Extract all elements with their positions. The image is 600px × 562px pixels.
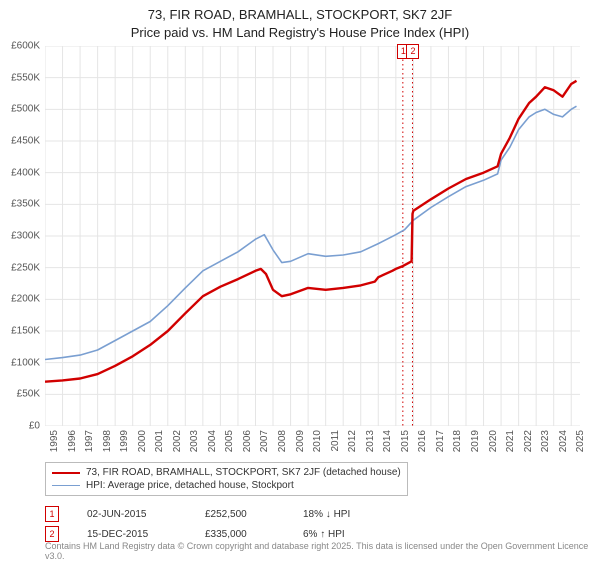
legend-swatch — [52, 472, 80, 474]
sale-badge: 1 — [45, 506, 59, 522]
x-tick-label: 2007 — [259, 430, 270, 452]
sale-price: £252,500 — [205, 509, 275, 520]
x-tick-label: 1996 — [67, 430, 78, 452]
sale-date: 15-DEC-2015 — [87, 529, 177, 540]
sales-table: 1 02-JUN-2015 £252,500 18% ↓ HPI 2 15-DEC-201… — [45, 504, 350, 544]
x-tick-label: 2001 — [154, 430, 165, 452]
title-line2: Price paid vs. HM Land Registry's House … — [0, 24, 600, 42]
sale-date: 02-JUN-2015 — [87, 509, 177, 520]
sale-row: 1 02-JUN-2015 £252,500 18% ↓ HPI — [45, 504, 350, 524]
x-tick-label: 2008 — [277, 430, 288, 452]
x-tick-label: 2003 — [189, 430, 200, 452]
x-tick-label: 2010 — [312, 430, 323, 452]
y-tick-label: £350K — [11, 199, 40, 210]
y-tick-label: £600K — [11, 41, 40, 52]
x-tick-label: 1999 — [119, 430, 130, 452]
x-tick-label: 2002 — [172, 430, 183, 452]
sale-price: £335,000 — [205, 529, 275, 540]
sale-diff: 18% ↓ HPI — [303, 509, 350, 520]
x-tick-label: 2021 — [505, 430, 516, 452]
y-tick-label: £150K — [11, 326, 40, 337]
footer-attribution: Contains HM Land Registry data © Crown c… — [45, 542, 600, 562]
x-tick-label: 2019 — [470, 430, 481, 452]
legend-swatch — [52, 485, 80, 486]
x-tick-label: 2018 — [452, 430, 463, 452]
x-tick-label: 2000 — [137, 430, 148, 452]
legend-label: 73, FIR ROAD, BRAMHALL, STOCKPORT, SK7 2… — [86, 467, 401, 478]
x-tick-label: 2009 — [295, 430, 306, 452]
sale-badge: 2 — [45, 526, 59, 542]
legend: 73, FIR ROAD, BRAMHALL, STOCKPORT, SK7 2… — [45, 462, 408, 496]
y-tick-label: £100K — [11, 357, 40, 368]
chart-area: 1995199619971998199920002001200220032004… — [45, 46, 580, 426]
x-tick-label: 2005 — [224, 430, 235, 452]
x-tick-label: 2004 — [207, 430, 218, 452]
y-tick-label: £0 — [29, 421, 40, 432]
y-tick-label: £300K — [11, 231, 40, 242]
x-tick-label: 2011 — [330, 430, 341, 452]
x-tick-label: 2006 — [242, 430, 253, 452]
legend-item: HPI: Average price, detached house, Stoc… — [52, 479, 401, 492]
y-tick-label: £200K — [11, 294, 40, 305]
x-tick-label: 2025 — [575, 430, 586, 452]
x-tick-label: 2016 — [417, 430, 428, 452]
x-tick-label: 2020 — [488, 430, 499, 452]
y-tick-label: £250K — [11, 262, 40, 273]
legend-label: HPI: Average price, detached house, Stoc… — [86, 480, 294, 491]
x-tick-label: 2017 — [435, 430, 446, 452]
x-tick-label: 1997 — [84, 430, 95, 452]
y-axis: £0£50K£100K£150K£200K£250K£300K£350K£400… — [0, 46, 42, 426]
y-tick-label: £550K — [11, 72, 40, 83]
x-tick-label: 2023 — [540, 430, 551, 452]
y-tick-label: £50K — [17, 389, 40, 400]
x-tick-label: 2024 — [558, 430, 569, 452]
x-tick-label: 1995 — [49, 430, 60, 452]
sale-marker-badge: 2 — [406, 44, 419, 59]
y-tick-label: £500K — [11, 104, 40, 115]
plot — [45, 46, 580, 426]
x-tick-label: 1998 — [102, 430, 113, 452]
sale-diff: 6% ↑ HPI — [303, 529, 345, 540]
legend-item: 73, FIR ROAD, BRAMHALL, STOCKPORT, SK7 2… — [52, 466, 401, 479]
x-tick-label: 2013 — [365, 430, 376, 452]
y-tick-label: £450K — [11, 136, 40, 147]
title-line1: 73, FIR ROAD, BRAMHALL, STOCKPORT, SK7 2… — [0, 6, 600, 24]
y-tick-label: £400K — [11, 167, 40, 178]
x-tick-label: 2014 — [382, 430, 393, 452]
x-tick-label: 2022 — [523, 430, 534, 452]
chart-title: 73, FIR ROAD, BRAMHALL, STOCKPORT, SK7 2… — [0, 0, 600, 41]
x-tick-label: 2012 — [347, 430, 358, 452]
x-tick-label: 2015 — [400, 430, 411, 452]
